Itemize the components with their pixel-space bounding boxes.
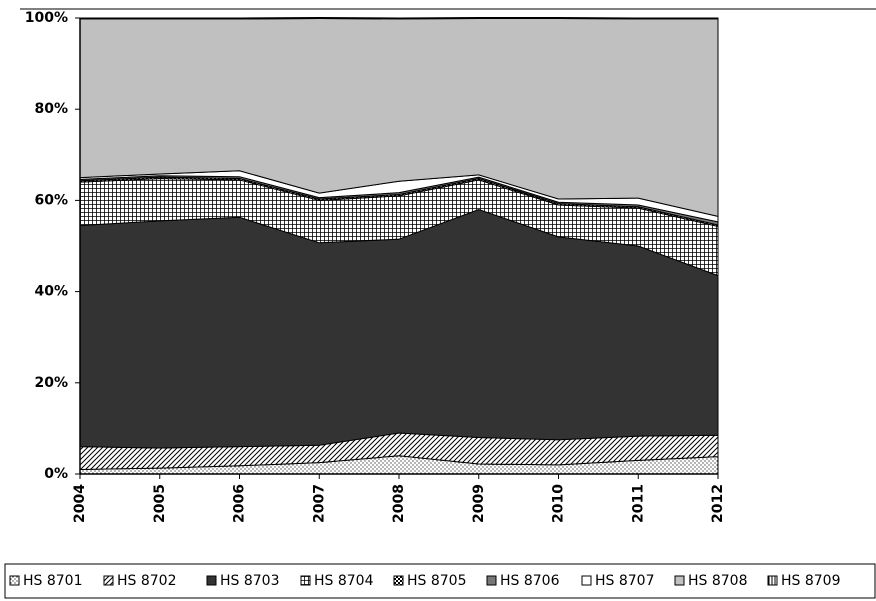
area bbox=[79, 17, 719, 20]
legend-box bbox=[4, 563, 876, 599]
legend-swatch bbox=[393, 575, 404, 586]
x-tick-label: 2008 bbox=[391, 484, 407, 523]
x-tick-label: 2004 bbox=[72, 484, 88, 523]
x-tick-label: 2011 bbox=[630, 484, 646, 523]
legend-swatch bbox=[486, 575, 497, 586]
legend-label: HS 8701 bbox=[23, 573, 83, 589]
x-tick-label: 2006 bbox=[232, 484, 248, 523]
legend-item: HS 8707 bbox=[581, 573, 655, 589]
legend-item: HS 8705 bbox=[393, 573, 467, 589]
x-tick-label: 2010 bbox=[551, 484, 567, 523]
x-tick-label: 2009 bbox=[471, 484, 487, 523]
x-tick-label: 2005 bbox=[152, 484, 168, 523]
y-tick-label: 80% bbox=[34, 101, 68, 117]
legend-swatch bbox=[206, 575, 217, 586]
legend-label: HS 8709 bbox=[781, 573, 841, 589]
legend-swatch bbox=[9, 575, 20, 586]
legend-label: HS 8702 bbox=[117, 573, 177, 589]
legend-label: HS 8707 bbox=[595, 573, 655, 589]
legend-label: HS 8704 bbox=[314, 573, 374, 589]
legend-item: HS 8702 bbox=[103, 573, 177, 589]
legend-label: HS 8703 bbox=[220, 573, 280, 589]
legend-item: HS 8708 bbox=[674, 573, 748, 589]
legend-swatch bbox=[674, 575, 685, 586]
x-tick-label: 2007 bbox=[311, 484, 327, 523]
y-tick-label: 60% bbox=[34, 192, 68, 208]
x-tick-label: 2012 bbox=[710, 484, 726, 523]
legend-item: HS 8701 bbox=[9, 573, 83, 589]
legend-swatch bbox=[103, 575, 114, 586]
legend-item: HS 8704 bbox=[300, 573, 374, 589]
y-tick-label: 100% bbox=[25, 10, 68, 26]
legend-item: HS 8706 bbox=[486, 573, 560, 589]
y-tick-label: 0% bbox=[44, 466, 68, 482]
y-tick-label: 40% bbox=[34, 284, 68, 300]
legend-swatch bbox=[767, 575, 778, 586]
area bbox=[79, 208, 719, 449]
legend-label: HS 8706 bbox=[500, 573, 560, 589]
y-tick-label: 20% bbox=[34, 375, 68, 391]
legend-label: HS 8705 bbox=[407, 573, 467, 589]
legend-swatch bbox=[300, 575, 311, 586]
legend-label: HS 8708 bbox=[688, 573, 748, 589]
legend-item: HS 8703 bbox=[206, 573, 280, 589]
legend-swatch bbox=[581, 575, 592, 586]
legend-item: HS 8709 bbox=[767, 573, 841, 589]
